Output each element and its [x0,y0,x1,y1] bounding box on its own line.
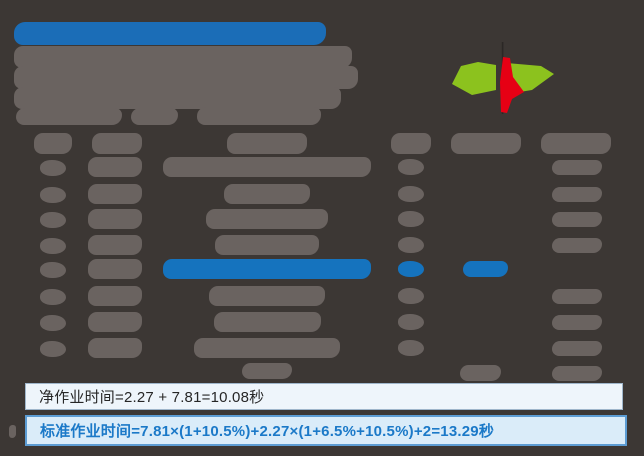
redacted-caption-segment [131,108,178,125]
left-wing-shape [452,62,496,95]
redacted-cell-seq [40,315,66,331]
redacted-cell-allowance [552,160,602,175]
redacted-cell-time [398,288,424,304]
redacted-header-cell [451,133,521,154]
redacted-cell-time [398,159,424,175]
redacted-cell-description [213,312,321,332]
standard-time-callout: 标准作业时间=7.81×(1+10.5%)+2.27×(1+6.5%+10.5%… [25,415,627,446]
redacted-cell-allowance [552,366,602,381]
redacted-header-cell [391,133,431,154]
redacted-title [14,22,326,45]
redacted-cell-time [398,314,424,330]
redacted-cell-time [398,211,424,227]
redacted-cell-unit [88,338,142,358]
redacted-header-cell [34,133,72,154]
redacted-cell-unit [88,184,142,204]
redacted-cell-seq [40,262,66,278]
redacted-cell-time [398,261,424,277]
redacted-cell-description [194,338,340,358]
redacted-cell-rating [463,261,508,277]
redacted-cell-unit [88,209,142,229]
standard-time-formula-text: 标准作业时间=7.81×(1+10.5%)+2.27×(1+6.5%+10.5%… [40,423,495,440]
redacted-caption-segment [16,108,122,125]
redacted-cell-seq [40,238,66,254]
redacted-paragraph-line [14,87,341,109]
redacted-cell-seq [40,160,66,176]
redacted-caption-segment [197,107,321,125]
redacted-cell-allowance [552,341,602,356]
redacted-paragraph-line [14,46,352,68]
redacted-header-cell [92,133,142,154]
redacted-cell-unit [88,157,142,177]
redacted-header-cell [227,133,307,154]
redacted-cell-unit [88,259,142,279]
redacted-cell-allowance [552,238,602,253]
net-time-formula-text: 净作业时间=2.27 + 7.81=10.08秒 [39,389,265,406]
redacted-cell-seq [40,341,66,357]
redacted-cell-allowance [552,315,602,330]
redacted-cell-description [163,259,371,279]
redacted-cell-description [242,363,292,379]
redacted-header-cell [541,133,611,154]
red-ribbon-shape [500,57,524,113]
redacted-cell-description [209,286,325,306]
net-time-callout: 净作业时间=2.27 + 7.81=10.08秒 [25,383,623,410]
redacted-cell-unit [88,235,142,255]
butterfly-ribbon-icon [452,42,554,114]
redacted-cell-unit [88,286,142,306]
redacted-paragraph-line [14,66,358,89]
redacted-cell-seq [40,212,66,228]
redacted-fragment [9,425,16,438]
redacted-cell-description [206,209,328,229]
redacted-cell-seq [40,289,66,305]
redacted-cell-description [224,184,310,204]
redacted-cell-time [398,340,424,356]
redacted-cell-description [215,235,319,255]
redacted-cell-description [163,157,371,177]
redacted-cell-allowance [552,212,602,227]
redacted-cell-unit [88,312,142,332]
redacted-cell-seq [40,187,66,203]
redacted-cell-time [398,186,424,202]
redacted-cell-allowance [552,289,602,304]
redacted-cell-time [398,237,424,253]
redacted-cell-rating [460,365,501,381]
redacted-cell-allowance [552,187,602,202]
